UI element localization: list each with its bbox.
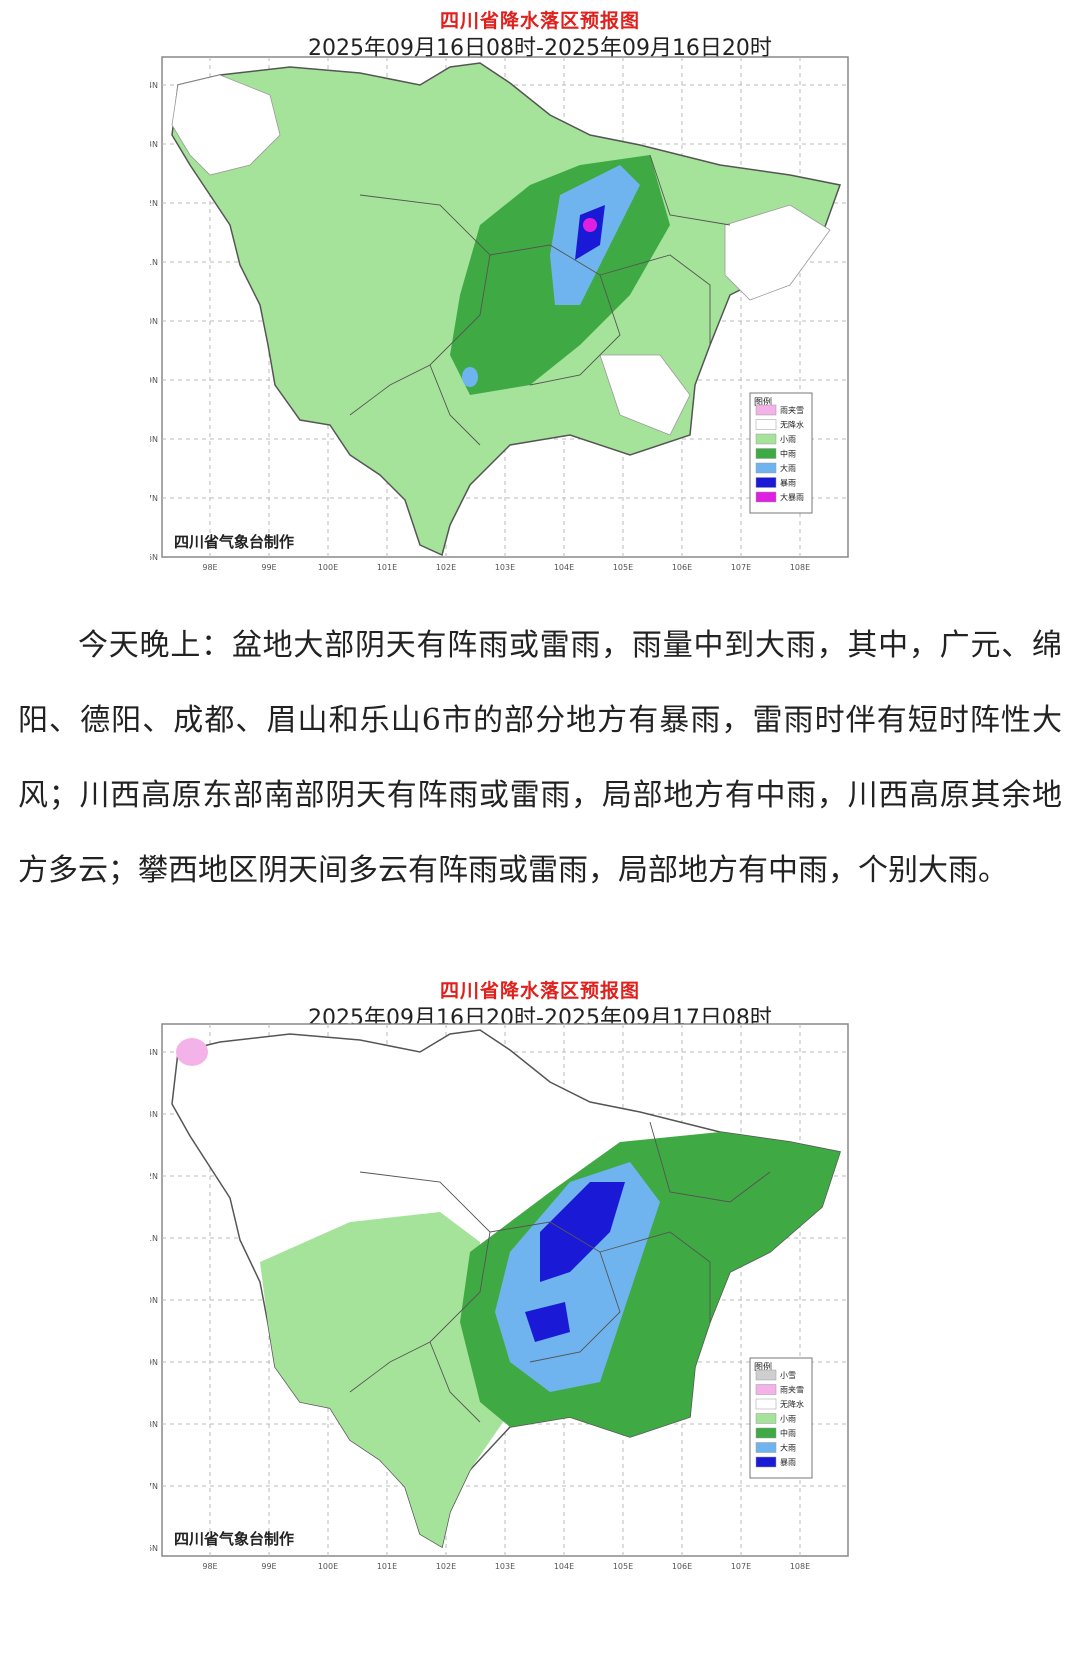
- lon-label: 102E: [436, 563, 456, 572]
- lon-label: 105E: [613, 563, 633, 572]
- forecast-map-2: 四川省降水落区预报图 2025年09月16日20时-2025年09月17日08时: [0, 972, 1080, 1662]
- legend-swatch: [755, 1398, 777, 1410]
- legend-swatch: [755, 477, 777, 488]
- heavy-rain-patch: [462, 367, 478, 387]
- lon-label: 98E: [202, 1562, 217, 1571]
- no-precip-east: [599, 354, 691, 436]
- map-title: 四川省降水落区预报图: [439, 10, 640, 32]
- legend-swatch: [755, 1384, 777, 1395]
- rainstorm-south: [525, 1302, 570, 1342]
- lon-label: 104E: [554, 1562, 574, 1571]
- legend-label: 中雨: [780, 449, 796, 459]
- legend-label: 雨夹雪: [780, 405, 804, 415]
- legend-label: 无降水: [780, 1399, 804, 1409]
- legend-swatch: [755, 1456, 777, 1468]
- lon-label: 107E: [731, 563, 751, 572]
- legend-label: 暴雨: [780, 479, 796, 488]
- lon-label: 108E: [790, 1562, 810, 1571]
- rainstorm: [540, 1182, 625, 1282]
- lon-label: 103E: [495, 563, 515, 572]
- forecast-map-1: 四川省降水落区预报图 2025年09月16日08时-2025年09月16日20时: [0, 0, 1080, 575]
- legend-label: 雨夹雪: [780, 1385, 804, 1395]
- lat-label: 34N: [150, 81, 158, 90]
- lat-labels: 34N 33N 32N 31N 30N 29N 28N 27N 26N: [150, 81, 158, 562]
- lat-label: 32N: [150, 1172, 158, 1181]
- lon-label: 106E: [672, 563, 692, 572]
- lon-label: 108E: [790, 563, 810, 572]
- lat-label: 27N: [150, 1482, 158, 1491]
- legend-swatch: [755, 404, 777, 416]
- rainstorm: [575, 205, 605, 260]
- credit-text: 四川省气象台制作: [174, 1530, 294, 1548]
- lat-label: 33N: [150, 1110, 158, 1119]
- legend-label: 大暴雨: [780, 492, 804, 502]
- legend-label: 小雨: [780, 435, 796, 444]
- legend-label: 无降水: [780, 420, 804, 430]
- legend-swatch: [755, 419, 777, 430]
- legend-label: 大雨: [780, 1443, 796, 1453]
- legend-label: 小雨: [780, 1415, 796, 1424]
- extraordinary-rainstorm: [583, 218, 597, 232]
- legend-swatch: [755, 1427, 777, 1439]
- lat-label: 27N: [150, 494, 158, 503]
- lat-label: 29N: [150, 376, 158, 385]
- legend-label: 小雪: [780, 1371, 796, 1380]
- lat-label: 33N: [150, 140, 158, 149]
- lat-label: 30N: [150, 1296, 158, 1305]
- sleet-patch: [176, 1038, 208, 1066]
- lon-label: 102E: [436, 1562, 456, 1571]
- lon-label: 101E: [377, 563, 397, 572]
- lat-label: 34N: [150, 1048, 158, 1057]
- legend-swatch: [755, 433, 777, 445]
- lat-label: 31N: [150, 258, 158, 267]
- prefecture-boundaries: [349, 154, 731, 446]
- light-rain: [260, 1212, 510, 1547]
- lon-label: 103E: [495, 1562, 515, 1571]
- lat-label: 32N: [150, 199, 158, 208]
- lat-label: 28N: [150, 435, 158, 444]
- lat-label: 28N: [150, 1420, 158, 1429]
- lat-label: 29N: [150, 1358, 158, 1367]
- lat-label: 26N: [150, 553, 158, 562]
- lon-label: 101E: [377, 1562, 397, 1571]
- lon-label: 105E: [613, 1562, 633, 1571]
- lat-labels: 34N 33N 32N 31N 30N 29N 28N 27N 26N: [150, 1048, 158, 1553]
- lon-label: 100E: [318, 563, 338, 572]
- lon-labels: 98E 99E 100E 101E 102E 103E 104E 105E 10…: [202, 1562, 810, 1571]
- lon-label: 106E: [672, 1562, 692, 1571]
- precipitation-map: 34N 33N 32N 31N 30N 29N 28N 27N 26N 98E …: [150, 1023, 849, 1571]
- precipitation-map: 34N 33N 32N 31N 30N 29N 28N 27N 26N 98E …: [150, 56, 849, 572]
- legend-swatch: [755, 448, 777, 459]
- legend-swatch: [755, 1442, 777, 1453]
- lat-label: 31N: [150, 1234, 158, 1243]
- legend-label: 中雨: [780, 1428, 796, 1438]
- lat-label: 26N: [150, 1544, 158, 1553]
- no-precip-ne: [724, 204, 831, 301]
- credit-text: 四川省气象台制作: [174, 533, 294, 551]
- lon-label: 100E: [318, 1562, 338, 1571]
- lon-label: 104E: [554, 563, 574, 572]
- lat-label: 30N: [150, 317, 158, 326]
- lon-labels: 98E 99E 100E 101E 102E 103E 104E 105E 10…: [202, 563, 810, 572]
- lon-label: 99E: [261, 563, 276, 572]
- legend-swatch: [755, 462, 777, 474]
- lon-label: 98E: [202, 563, 217, 572]
- no-precip-nw: [171, 74, 281, 176]
- forecast-text: 今天晚上：盆地大部阴天有阵雨或雷雨，雨量中到大雨，其中，广元、绵阳、德阳、成都、…: [18, 628, 1062, 888]
- legend-swatch: [755, 1413, 777, 1424]
- lon-label: 99E: [261, 1562, 276, 1571]
- legend-label: 暴雨: [780, 1458, 796, 1467]
- legend-label: 大雨: [780, 463, 796, 473]
- lon-label: 107E: [731, 1562, 751, 1571]
- legend-swatch: [755, 1369, 777, 1381]
- prefecture-boundaries: [349, 1121, 771, 1423]
- map-title: 四川省降水落区预报图: [439, 980, 640, 1002]
- legend-swatch: [755, 491, 777, 503]
